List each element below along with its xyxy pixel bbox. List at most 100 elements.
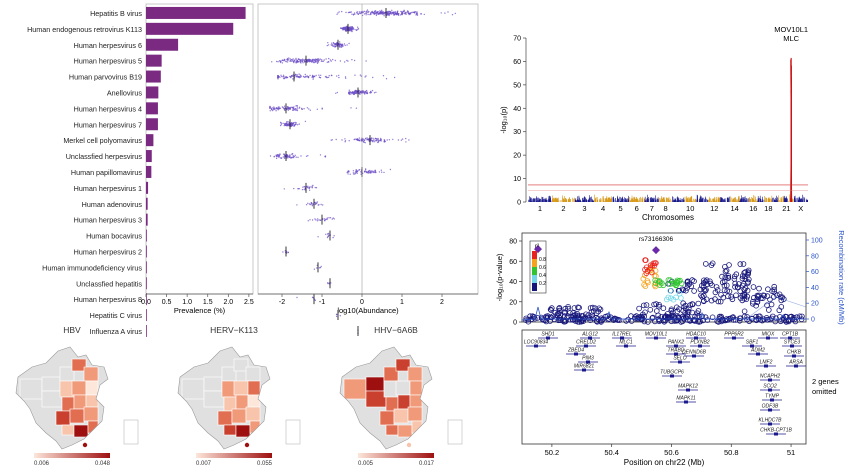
abundance-point xyxy=(291,157,292,158)
abundance-point xyxy=(373,172,374,173)
abundance-point xyxy=(276,158,277,159)
abundance-point xyxy=(275,110,276,111)
abundance-point xyxy=(312,61,313,62)
abundance-point xyxy=(317,218,318,219)
abundance-point xyxy=(321,61,322,62)
abundance-point xyxy=(359,11,360,12)
abundance-point xyxy=(280,125,281,126)
prevalence-bar xyxy=(146,118,158,130)
abundance-point xyxy=(351,30,352,31)
abundance-point xyxy=(411,12,412,13)
map-title: HBV xyxy=(63,325,81,335)
x-tick-label: -2 xyxy=(279,299,285,306)
x-tick-label: 50.6 xyxy=(664,448,679,457)
prevalence-bar xyxy=(146,166,151,178)
abundance-point xyxy=(392,12,393,13)
legend-bar xyxy=(34,453,110,458)
abundance-point xyxy=(292,58,293,59)
abundance-point xyxy=(318,204,319,205)
abundance-point xyxy=(336,139,337,140)
abundance-point xyxy=(283,76,284,77)
abundance-point xyxy=(330,59,331,60)
abundance-point xyxy=(347,171,348,172)
hit-gene-label: MOV10L1 xyxy=(774,25,808,34)
gene-label: MIOX xyxy=(762,332,775,338)
abundance-point xyxy=(283,75,284,76)
province xyxy=(70,409,84,423)
abundance-point xyxy=(334,43,335,44)
chromosome-label: 14 xyxy=(731,204,739,213)
omitted-note-line1: 2 genes xyxy=(812,377,839,386)
x-tick-label: -1 xyxy=(319,299,325,306)
chromosome-label: 4 xyxy=(601,204,605,213)
abundance-point xyxy=(319,77,320,78)
province xyxy=(88,421,98,433)
abundance-point xyxy=(335,46,336,47)
abundance-point xyxy=(357,13,358,14)
abundance-point xyxy=(276,61,277,62)
gene-label: ODF3B xyxy=(762,404,779,410)
prevalence-bar xyxy=(146,150,152,162)
abundance-point xyxy=(311,203,312,204)
abundance-point xyxy=(297,157,298,158)
abundance-point xyxy=(298,58,299,59)
abundance-point xyxy=(376,14,377,15)
abundance-point xyxy=(304,189,305,190)
abundance-point xyxy=(293,157,294,158)
abundance-point xyxy=(370,13,371,14)
ld-legend-value: 0.6 xyxy=(539,265,546,271)
abundance-point xyxy=(297,107,298,108)
province xyxy=(412,421,422,433)
legend-min-label: 0.007 xyxy=(196,461,212,467)
abundance-point xyxy=(364,76,365,77)
inset-box xyxy=(286,420,300,444)
abundance-point xyxy=(310,59,311,60)
abundance-point xyxy=(345,45,346,46)
abundance-point xyxy=(321,266,322,267)
abundance-point xyxy=(282,123,283,124)
abundance-point xyxy=(356,91,357,92)
chromosome-label: 8 xyxy=(664,204,668,213)
abundance-point xyxy=(351,92,352,93)
abundance-point xyxy=(316,203,317,204)
province xyxy=(394,409,408,423)
abundance-point xyxy=(371,11,372,12)
chromosome-label: 6 xyxy=(635,204,639,213)
abundance-point xyxy=(280,62,281,63)
abundance-point xyxy=(298,73,299,74)
abundance-point xyxy=(339,41,340,42)
abundance-point xyxy=(353,29,354,30)
x-tick-label: 50.8 xyxy=(724,448,739,457)
abundance-point xyxy=(294,109,295,110)
province xyxy=(204,391,224,407)
abundance-point xyxy=(293,122,294,123)
abundance-point xyxy=(336,75,337,76)
ld-legend-value: 0.2 xyxy=(539,281,546,287)
abundance-point xyxy=(305,121,306,122)
abundance-point xyxy=(315,187,316,188)
abundance-point xyxy=(270,155,271,156)
abundance-point xyxy=(309,190,310,191)
abundance-point xyxy=(355,171,356,172)
abundance-point xyxy=(295,123,296,124)
ld-legend-swatch xyxy=(532,251,537,259)
abundance-point xyxy=(365,93,366,94)
prevalence-bar xyxy=(146,86,158,98)
abundance-point xyxy=(397,11,398,12)
abundance-point xyxy=(297,110,298,111)
abundance-point xyxy=(327,283,328,284)
abundance-point xyxy=(416,13,417,14)
abundance-point xyxy=(363,141,364,142)
map-title: HHV−6A6B xyxy=(374,325,418,335)
abundance-point xyxy=(357,27,358,28)
abundance-point xyxy=(416,11,417,12)
province xyxy=(408,367,422,381)
chromosome-label: 12 xyxy=(710,204,718,213)
abundance-point xyxy=(379,171,380,172)
abundance-point xyxy=(364,91,365,92)
abundance-point xyxy=(322,108,323,109)
abundance-point xyxy=(341,139,342,140)
chromosome-label: X xyxy=(798,204,803,213)
